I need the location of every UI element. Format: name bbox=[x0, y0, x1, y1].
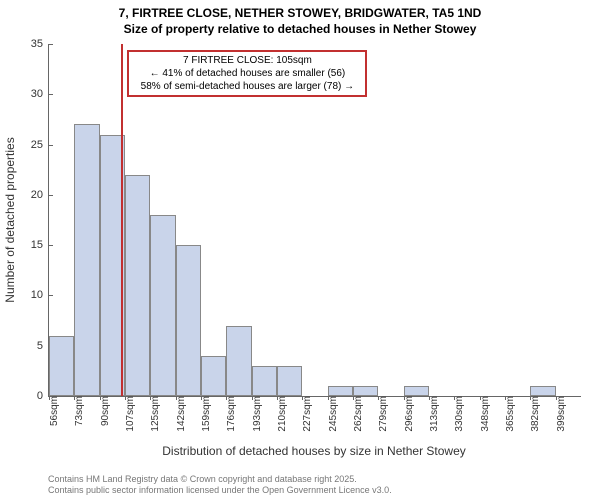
x-tick: 313sqm bbox=[425, 396, 440, 432]
histogram-bar bbox=[530, 386, 555, 396]
x-tick: 56sqm bbox=[45, 396, 60, 426]
annotation-line2: ← 41% of detached houses are smaller (56… bbox=[133, 67, 361, 80]
histogram-bar bbox=[176, 245, 201, 396]
y-tick: 5 bbox=[37, 340, 49, 352]
histogram-bar bbox=[49, 336, 74, 396]
x-tick: 210sqm bbox=[273, 396, 288, 432]
x-tick: 142sqm bbox=[172, 396, 187, 432]
x-axis-label: Distribution of detached houses by size … bbox=[48, 444, 580, 458]
histogram-bar bbox=[201, 356, 226, 396]
y-tick: 10 bbox=[31, 289, 49, 301]
x-tick: 262sqm bbox=[349, 396, 364, 432]
annotation-line3: 58% of semi-detached houses are larger (… bbox=[133, 80, 361, 93]
x-tick: 176sqm bbox=[222, 396, 237, 432]
title-line2: Size of property relative to detached ho… bbox=[0, 22, 600, 38]
histogram-bar bbox=[404, 386, 429, 396]
x-tick: 330sqm bbox=[450, 396, 465, 432]
footer-attribution: Contains HM Land Registry data © Crown c… bbox=[48, 474, 392, 496]
y-tick: 20 bbox=[31, 189, 49, 201]
x-tick: 73sqm bbox=[70, 396, 85, 426]
x-tick: 125sqm bbox=[146, 396, 161, 432]
histogram-bar bbox=[226, 326, 251, 396]
histogram-bar bbox=[328, 386, 353, 396]
plot-area: 0510152025303556sqm73sqm90sqm107sqm125sq… bbox=[48, 44, 581, 397]
histogram-bar bbox=[252, 366, 277, 396]
x-tick: 365sqm bbox=[501, 396, 516, 432]
histogram-bar bbox=[74, 124, 99, 396]
y-tick: 30 bbox=[31, 88, 49, 100]
histogram-bar bbox=[353, 386, 378, 396]
footer-line1: Contains HM Land Registry data © Crown c… bbox=[48, 474, 392, 485]
x-tick: 90sqm bbox=[96, 396, 111, 426]
x-tick: 296sqm bbox=[400, 396, 415, 432]
x-tick: 348sqm bbox=[476, 396, 491, 432]
y-tick: 25 bbox=[31, 139, 49, 151]
annotation-callout: 7 FIRTREE CLOSE: 105sqm← 41% of detached… bbox=[127, 50, 367, 97]
histogram-bar bbox=[277, 366, 302, 396]
x-tick: 399sqm bbox=[552, 396, 567, 432]
y-tick: 35 bbox=[31, 38, 49, 50]
title-line1: 7, FIRTREE CLOSE, NETHER STOWEY, BRIDGWA… bbox=[0, 6, 600, 22]
x-tick: 227sqm bbox=[298, 396, 313, 432]
x-tick: 279sqm bbox=[374, 396, 389, 432]
annotation-line1: 7 FIRTREE CLOSE: 105sqm bbox=[133, 54, 361, 67]
chart-title: 7, FIRTREE CLOSE, NETHER STOWEY, BRIDGWA… bbox=[0, 0, 600, 37]
property-marker-line bbox=[121, 44, 123, 396]
histogram-bar bbox=[125, 175, 150, 396]
x-tick: 382sqm bbox=[526, 396, 541, 432]
x-tick: 159sqm bbox=[197, 396, 212, 432]
footer-line2: Contains public sector information licen… bbox=[48, 485, 392, 496]
chart-container: 7, FIRTREE CLOSE, NETHER STOWEY, BRIDGWA… bbox=[0, 0, 600, 500]
x-tick: 245sqm bbox=[324, 396, 339, 432]
x-tick: 107sqm bbox=[121, 396, 136, 432]
x-tick: 193sqm bbox=[248, 396, 263, 432]
histogram-bar bbox=[150, 215, 175, 396]
y-axis-label: Number of detached properties bbox=[3, 137, 17, 302]
y-tick: 15 bbox=[31, 239, 49, 251]
